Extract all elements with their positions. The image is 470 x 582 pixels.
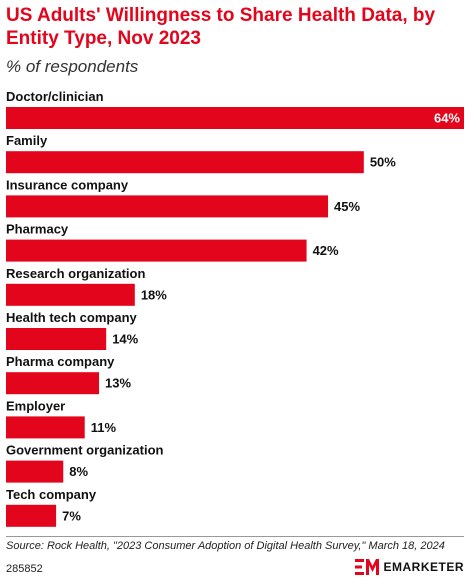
category-label-insurance-company: Insurance company bbox=[6, 177, 129, 192]
category-label-doctor-clinician: Doctor/clinician bbox=[6, 89, 104, 104]
bar-insurance-company bbox=[6, 195, 329, 218]
value-label-family: 50% bbox=[370, 155, 396, 170]
bar-doctor-clinician bbox=[6, 107, 464, 129]
bar-pharma-company bbox=[6, 372, 100, 395]
source-note: Source: Rock Health, "2023 Consumer Adop… bbox=[6, 540, 445, 552]
chart-subtitle: % of respondents bbox=[6, 57, 139, 76]
bar-health-tech-company bbox=[6, 328, 107, 350]
bar-chart: Doctor/clinician 64% Family 50% Insurance co… bbox=[6, 89, 464, 527]
bar-research-organization bbox=[6, 283, 135, 306]
value-label-doctor-clinician: 64% bbox=[434, 111, 460, 126]
category-label-health-tech-company: Health tech company bbox=[6, 310, 138, 325]
brand: EMARKETER bbox=[355, 559, 464, 575]
value-label-government-organization: 8% bbox=[69, 464, 88, 479]
category-label-research-organization: Research organization bbox=[6, 266, 145, 281]
value-label-employer: 11% bbox=[91, 420, 117, 435]
value-label-tech-company: 7% bbox=[62, 508, 81, 523]
bar-family bbox=[6, 151, 364, 174]
bar-pharmacy bbox=[6, 239, 307, 262]
chart-id: 285852 bbox=[6, 563, 43, 575]
category-label-employer: Employer bbox=[6, 398, 65, 413]
bar-tech-company bbox=[6, 504, 57, 527]
category-label-pharmacy: Pharmacy bbox=[6, 222, 69, 237]
brand-name: EMARKETER bbox=[383, 560, 464, 574]
category-label-family: Family bbox=[6, 133, 48, 148]
emarketer-logo-icon bbox=[355, 559, 380, 575]
category-label-tech-company: Tech company bbox=[6, 487, 97, 502]
value-label-pharmacy: 42% bbox=[313, 243, 339, 258]
bar-employer bbox=[6, 416, 85, 439]
value-label-health-tech-company: 14% bbox=[112, 332, 138, 347]
value-label-research-organization: 18% bbox=[141, 287, 167, 302]
bar-government-organization bbox=[6, 460, 64, 483]
value-label-pharma-company: 13% bbox=[105, 376, 131, 391]
category-label-government-organization: Government organization bbox=[6, 443, 164, 458]
category-label-pharma-company: Pharma company bbox=[6, 354, 115, 369]
value-label-insurance-company: 45% bbox=[334, 199, 360, 214]
footer-divider bbox=[6, 536, 464, 537]
chart-title: US Adults' Willingness to Share Health D… bbox=[6, 5, 436, 49]
